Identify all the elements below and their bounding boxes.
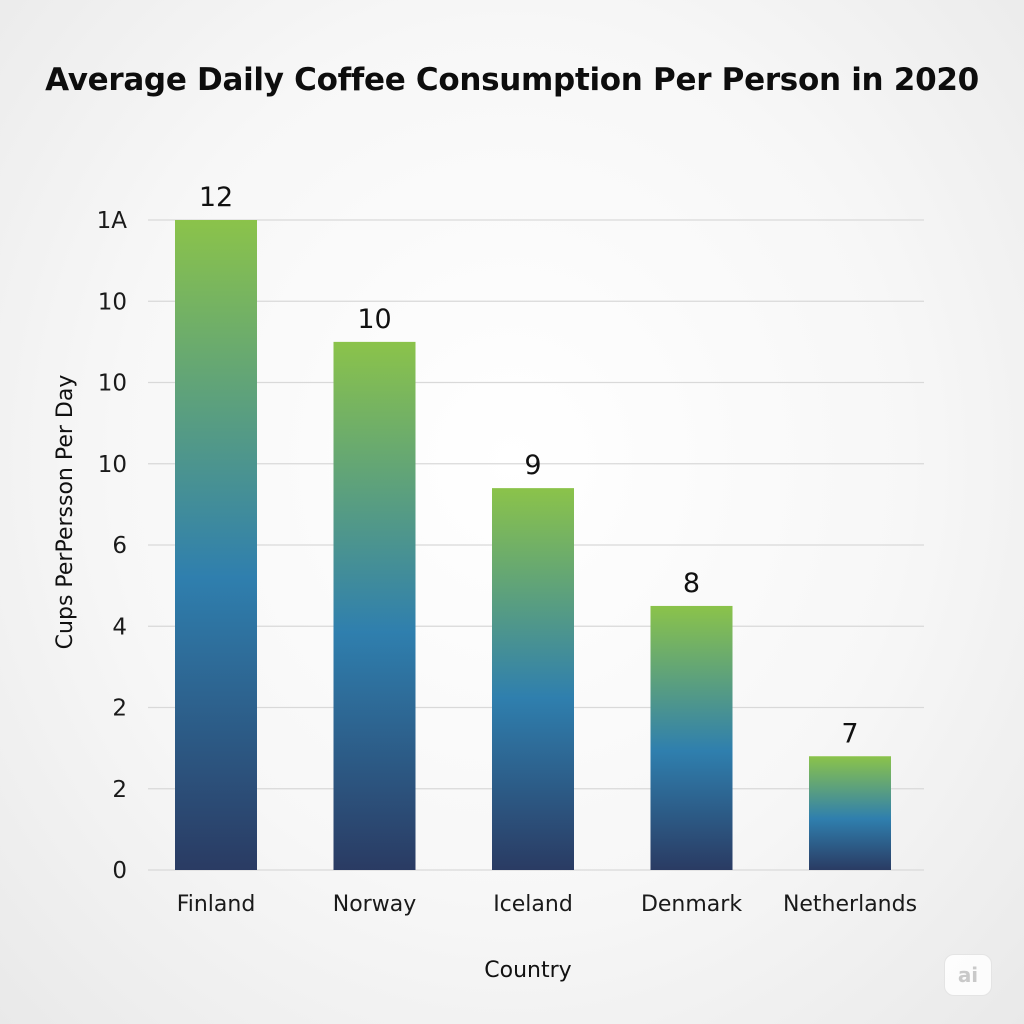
y-axis-ticks: 0 2 2 4 6 10 10 10 1A [97, 208, 128, 884]
bar-norway [333, 341, 416, 870]
y-axis-title: Cups PerPersson Per Day [53, 375, 78, 650]
y-tick-label: 4 [112, 614, 127, 640]
x-tick-label-norway: Norway [333, 892, 416, 917]
bar-denmark [650, 605, 733, 870]
value-label-denmark: 8 [683, 568, 700, 599]
bars [175, 220, 891, 870]
y-tick-label: 2 [112, 777, 127, 803]
data-labels: 12 10 9 8 7 [199, 182, 859, 749]
y-tick-label: 2 [112, 696, 127, 722]
y-tick-label: 10 [98, 452, 127, 478]
bar-finland [175, 220, 257, 870]
chart-title: Average Daily Coffee Consumption Per Per… [45, 62, 979, 98]
value-label-finland: 12 [199, 182, 233, 213]
y-tick-label: 10 [98, 371, 127, 397]
value-label-iceland: 9 [524, 450, 541, 481]
x-axis-title: Country [484, 958, 571, 983]
x-tick-label-finland: Finland [177, 892, 256, 917]
x-tick-label-iceland: Iceland [493, 892, 573, 917]
x-tick-label-netherlands: Netherlands [783, 892, 917, 917]
value-label-netherlands: 7 [841, 718, 858, 749]
y-tick-label: 10 [98, 289, 127, 315]
bar-iceland [492, 488, 574, 870]
x-tick-label-denmark: Denmark [641, 892, 742, 917]
y-tick-label: 0 [112, 858, 127, 884]
y-tick-label: 6 [112, 533, 127, 559]
x-axis-ticks: Finland Norway Iceland Denmark Netherlands [177, 892, 917, 917]
y-tick-label: 1A [97, 208, 128, 234]
value-label-norway: 10 [357, 304, 391, 335]
ai-watermark-badge: ai [944, 954, 992, 996]
bar-netherlands [809, 756, 891, 870]
